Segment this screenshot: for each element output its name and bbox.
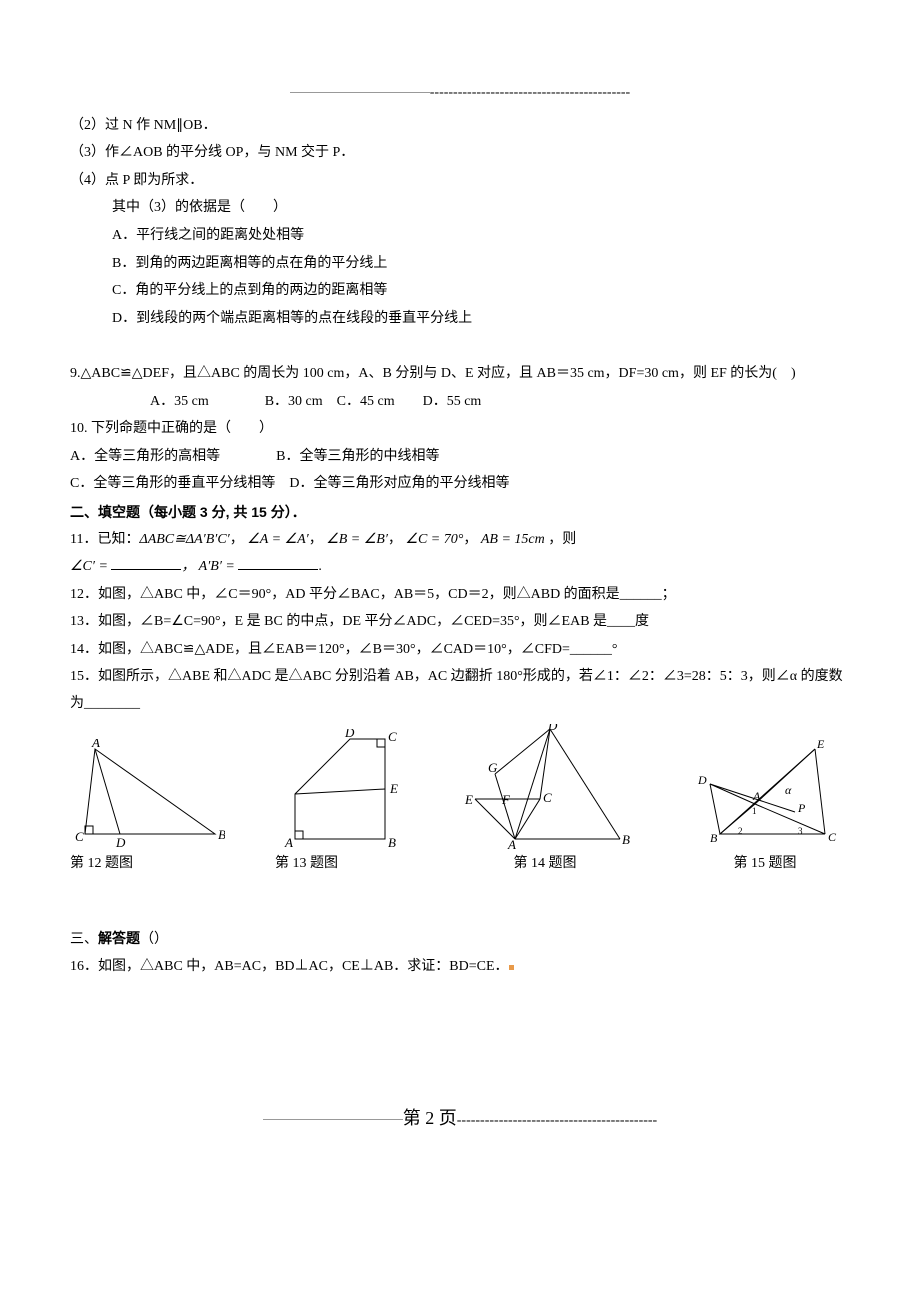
svg-text:A: A xyxy=(752,789,761,803)
svg-text:P: P xyxy=(797,801,806,815)
svg-text:1: 1 xyxy=(752,806,757,816)
svg-text:B: B xyxy=(710,831,718,845)
q9-stem: 9.△ABC≌△DEF，且△ABC 的周长为 100 cm，A、B 分别与 D、… xyxy=(70,361,850,388)
svg-text:E: E xyxy=(389,781,398,796)
section-2-title: 二、填空题（每小题 3 分, 共 15 分）． xyxy=(70,499,850,526)
svg-text:3: 3 xyxy=(798,826,803,836)
svg-text:C: C xyxy=(75,829,84,844)
step-2: （2）过 N 作 NM∥OB． xyxy=(70,113,850,140)
svg-text:E: E xyxy=(464,792,473,807)
marker-icon xyxy=(509,965,514,970)
opt-d: D．到线段的两个端点距离相等的点在线段的垂直平分线上 xyxy=(112,306,850,333)
svg-text:D: D xyxy=(547,724,558,733)
figures-row: A C D B D C E xyxy=(70,724,850,849)
q10-cd: C．全等三角形的垂直平分线相等 D．全等三角形对应角的平分线相等 xyxy=(70,471,850,498)
svg-text:D: D xyxy=(697,773,707,787)
q14: 14．如图，△ABC≌△ADE，且∠EAB＝120°，∠B＝30°，∠CAD＝1… xyxy=(70,637,850,664)
figure-14: D G E F C A B xyxy=(460,724,630,849)
captions-row: 第 12 题图 第 13 题图 第 14 题图 第 15 题图 xyxy=(70,851,850,878)
figure-15: E D A α P B C 2 1 3 xyxy=(680,734,850,849)
svg-text:C: C xyxy=(388,729,397,744)
section-3-title: 三、解答题（） xyxy=(70,925,850,954)
q9-opts: A．35 cm B．30 cm C．45 cm D．55 cm xyxy=(150,389,850,416)
q12: 12．如图，△ABC 中，∠C＝90°，AD 平分∠BAC，AB＝5，CD＝2，… xyxy=(70,582,850,609)
step-3: （3）作∠AOB 的平分线 OP，与 NM 交于 P． xyxy=(70,140,850,167)
opt-a: A．平行线之间的距离处处相等 xyxy=(112,223,850,250)
svg-text:α: α xyxy=(785,783,792,797)
q15: 15．如图所示，△ABE 和△ADC 是△ABC 分别沿着 AB，AC 边翻折 … xyxy=(70,664,850,717)
svg-text:D: D xyxy=(115,835,126,849)
svg-text:A: A xyxy=(91,739,100,750)
svg-text:E: E xyxy=(816,737,825,751)
opt-b: B．到角的两边距离相等的点在角的平分线上 xyxy=(112,251,850,278)
caption-14: 第 14 题图 xyxy=(460,851,630,878)
svg-text:A: A xyxy=(507,837,516,849)
svg-text:F: F xyxy=(501,792,511,807)
svg-text:B: B xyxy=(622,832,630,847)
q10-stem: 10. 下列命题中正确的是（ ） xyxy=(70,416,850,443)
q10-ab: A．全等三角形的高相等 B．全等三角形的中线相等 xyxy=(70,444,850,471)
caption-12: 第 12 题图 xyxy=(70,851,225,878)
footer: 第 2 页-----------------------------------… xyxy=(70,1101,850,1135)
q16: 16．如图，△ABC 中，AB=AC，BD⊥AC，CE⊥AB．求证：BD=CE． xyxy=(70,954,850,981)
svg-text:B: B xyxy=(218,827,225,842)
step-question: 其中（3）的依据是（ ） xyxy=(112,195,850,222)
figure-12: A C D B xyxy=(70,739,225,849)
caption-15: 第 15 题图 xyxy=(680,851,850,878)
opt-c: C．角的平分线上的点到角的两边的距离相等 xyxy=(112,278,850,305)
q11-blanks: ∠C′ = ， A′B′ = . xyxy=(70,554,850,581)
header-dashes: ----------------------------------------… xyxy=(70,80,850,107)
step-4: （4）点 P 即为所求． xyxy=(70,168,850,195)
q13: 13．如图，∠B=∠C=90°，E 是 BC 的中点，DE 平分∠ADC，∠CE… xyxy=(70,609,850,636)
figure-13: D C E A B xyxy=(275,729,410,849)
svg-text:C: C xyxy=(828,830,837,844)
svg-text:A: A xyxy=(284,835,293,849)
page-container: ----------------------------------------… xyxy=(0,0,920,1175)
svg-text:D: D xyxy=(344,729,355,740)
caption-13: 第 13 题图 xyxy=(275,851,410,878)
svg-text:C: C xyxy=(543,790,552,805)
svg-text:G: G xyxy=(488,760,498,775)
q11: 11．已知：ΔABC≅ΔA′B′C′， ∠A = ∠A′， ∠B = ∠B′， … xyxy=(70,527,850,554)
svg-text:2: 2 xyxy=(738,826,743,836)
svg-text:B: B xyxy=(388,835,396,849)
